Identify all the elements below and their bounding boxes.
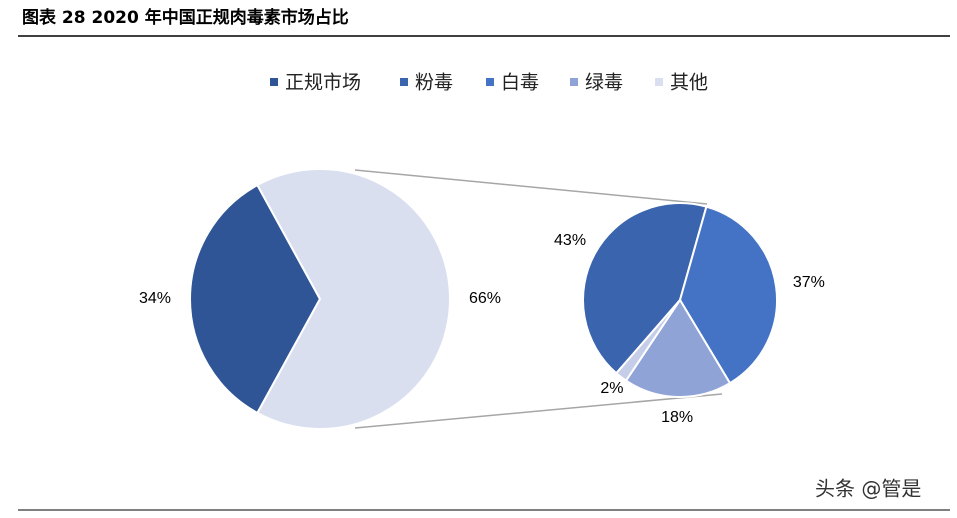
chart-title: 图表 28 2020 年中国正规肉毒素市场占比 [22, 7, 349, 28]
legend-label: 白毒 [501, 72, 539, 94]
pie-slice [189, 183, 322, 415]
data-label: 2% [600, 380, 623, 397]
data-label: 43% [554, 232, 586, 249]
data-label: 37% [793, 274, 825, 291]
pie-slice [614, 299, 681, 382]
pie-slice [624, 298, 732, 398]
legend-label: 正规市场 [285, 72, 361, 94]
legend-label: 绿毒 [585, 72, 623, 94]
watermark: 头条 @管是 [815, 477, 921, 501]
legend-swatch [570, 78, 578, 86]
legend-swatch [270, 78, 278, 86]
data-label: 34% [139, 290, 171, 307]
pie-slice [256, 168, 451, 430]
legend-swatch [486, 78, 494, 86]
legend-label: 其他 [670, 72, 708, 94]
legend-swatch [400, 78, 408, 86]
pie-slice [582, 202, 708, 375]
legend-swatch [655, 78, 663, 86]
connector [354, 169, 708, 205]
data-label: 66% [469, 290, 501, 307]
connector [354, 393, 723, 429]
legend-label: 粉毒 [415, 72, 453, 94]
data-label: 18% [661, 409, 693, 426]
